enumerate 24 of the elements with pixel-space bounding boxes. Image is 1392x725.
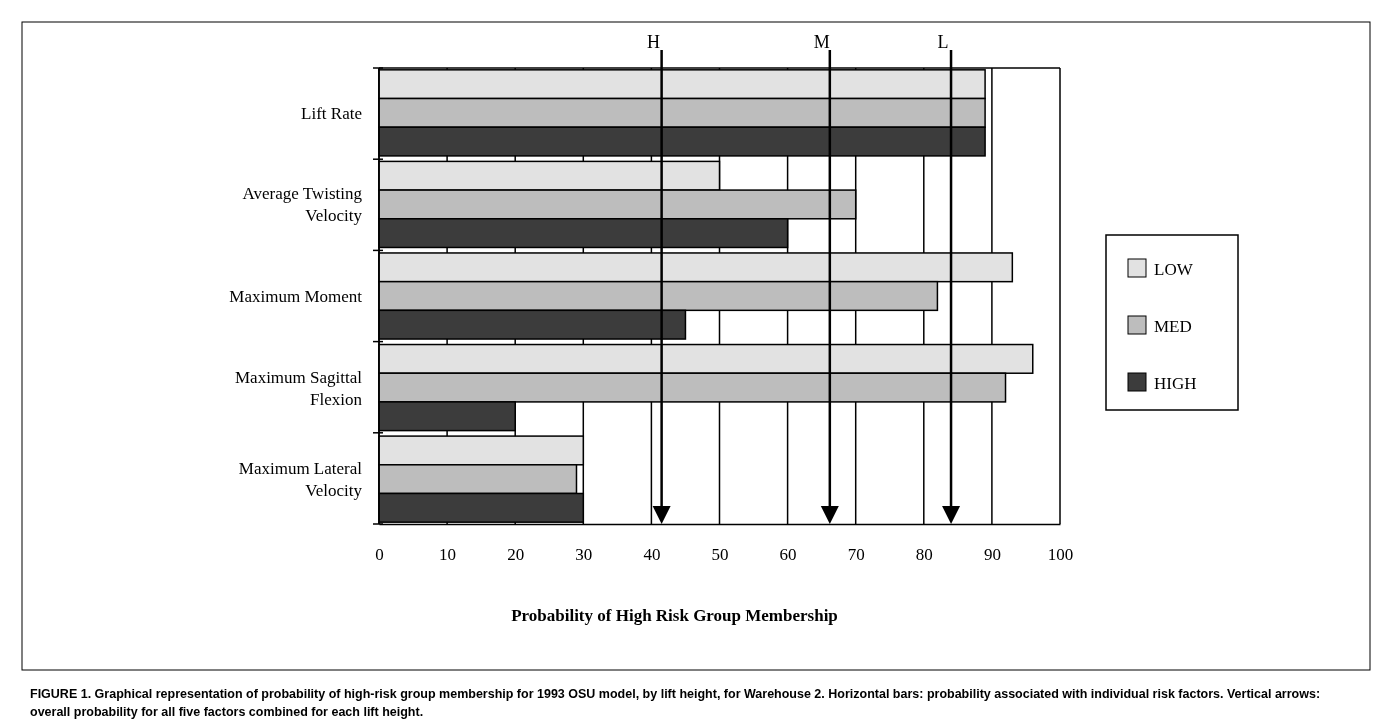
ref-line-label: H <box>647 32 661 52</box>
y-tick-label: Maximum Moment <box>229 287 363 306</box>
legend-label: HIGH <box>1154 374 1197 393</box>
x-tick-label: 30 <box>575 545 593 565</box>
x-tick-label: 10 <box>439 545 457 565</box>
x-tick-label: 60 <box>779 545 797 565</box>
y-tick-label: Maximum Lateral Velocity <box>238 459 363 501</box>
y-tick-label: Average Twisting Velocity <box>242 184 363 226</box>
y-tick-label: Lift Rate <box>301 103 362 123</box>
x-tick-label: 0 <box>375 545 384 565</box>
x-tick-label: 70 <box>847 545 865 565</box>
x-tick-label: 40 <box>643 545 661 565</box>
x-tick-label: 80 <box>915 545 933 565</box>
ref-line-label: M <box>813 32 830 52</box>
x-axis-title: Probability of High Risk Group Membership <box>511 606 838 625</box>
x-tick-label: 90 <box>983 545 1001 565</box>
x-tick-label: 20 <box>507 545 525 565</box>
x-tick-label: 50 <box>711 545 729 565</box>
legend-label: MED <box>1154 317 1192 336</box>
x-tick-label: 100 <box>1047 545 1074 565</box>
ref-line-label: L <box>937 32 949 52</box>
legend-label: LOW <box>1154 260 1194 279</box>
caption: FIGURE 1. Graphical representation of probability of high-risk group membership for 1993 OSU model, by lift height, for Warehouse 2. Horizontal bars: probability associated with individual risk factors. Vertical arrows: overall probability for all five factors combined for each lift height. <box>30 687 1321 719</box>
y-tick-label: Maximum Sagittal Flexion <box>234 367 363 409</box>
